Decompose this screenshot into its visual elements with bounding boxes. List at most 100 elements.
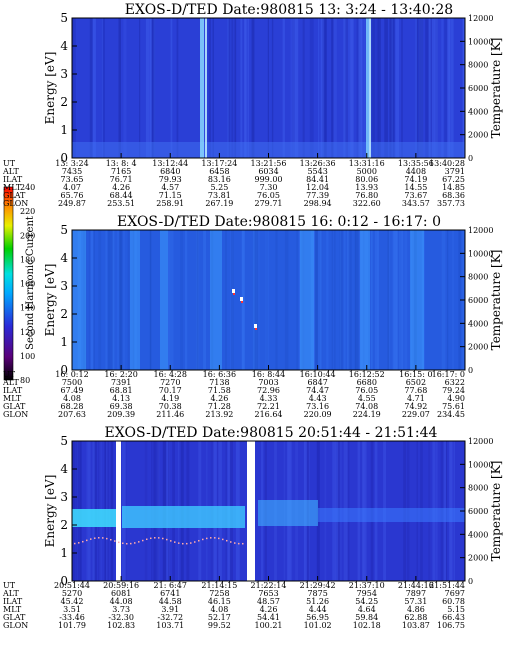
intensity-spot-core (255, 328, 257, 330)
table-cell: 7875 (307, 589, 327, 598)
heatmap-stripe (119, 230, 121, 370)
y-tick-label: 2 (60, 307, 68, 321)
table-cell: 6034 (258, 167, 278, 176)
panel-2: EXOS-D/TED Date:980815 16: 0:12 - 16:17:… (2, 214, 503, 419)
intensity-spot (240, 297, 243, 301)
y2-tick-label: 6000 (468, 84, 488, 93)
heatmap-stripe (275, 230, 278, 370)
y2-tick-label: 8000 (468, 61, 488, 70)
heatmap-stripe (392, 230, 396, 370)
y-tick-label: 0 (60, 363, 68, 377)
temperature-dot (186, 542, 188, 545)
temperature-dot (214, 537, 216, 539)
y2-tick-label: 6000 (468, 507, 488, 516)
colorbar-tick-label: 160 (20, 280, 35, 289)
y-tick-label: 5 (60, 223, 68, 237)
y2-tick-label: 0 (468, 154, 473, 163)
y2-axis-label: Temperature [K] (489, 461, 503, 562)
heatmap-stripe (267, 18, 269, 158)
table-cell: 103.71 (156, 621, 184, 630)
heatmap-stripe (169, 230, 174, 370)
table-cell: 7258 (209, 589, 229, 598)
table-row-label: UT (3, 159, 16, 168)
table-cell: 999.00 (255, 175, 283, 184)
table-cell: 45.42 (61, 597, 84, 606)
heatmap-stripe (292, 18, 296, 158)
heatmap-stripe (322, 18, 327, 158)
table-cell: 4408 (406, 167, 426, 176)
heatmap-stripe (317, 230, 321, 370)
intensity-spot-core (233, 293, 235, 295)
temperature-dot (106, 537, 108, 540)
panel-3: EXOS-D/TED Date:980815 20:51:44 - 21:51:… (2, 425, 503, 630)
table-cell: 249.87 (58, 199, 86, 208)
heatmap-stripe (266, 230, 268, 370)
y2-tick-label: 12000 (468, 14, 493, 23)
heatmap-stripe (434, 18, 438, 158)
heatmap-stripe (180, 230, 184, 370)
intensity-spot (254, 324, 257, 328)
heatmap-stripe (176, 18, 179, 158)
table-cell: 21:29:42 (300, 581, 336, 590)
table-cell: 46.15 (208, 597, 231, 606)
table-cell: 7138 (209, 378, 229, 387)
table-cell: 69.38 (110, 402, 133, 411)
table-cell: 7697 (445, 589, 465, 598)
table-cell: 13:35:56 (398, 159, 434, 168)
table-cell: -32.72 (157, 613, 183, 622)
table-cell: 267.19 (205, 199, 233, 208)
y2-tick-label: 10000 (468, 37, 493, 46)
table-cell: 52.17 (208, 613, 231, 622)
temperature-dot (90, 538, 92, 540)
temperature-dot (94, 537, 96, 539)
heatmap-stripe (102, 18, 105, 158)
y-tick-label: 4 (60, 251, 68, 265)
heatmap-stripe (127, 230, 130, 370)
heatmap-stripe (447, 18, 450, 158)
heatmap-stripe (401, 18, 403, 158)
y-tick-label: 4 (60, 39, 68, 53)
heatmap-stripe (370, 230, 373, 370)
heatmap-stripe (399, 230, 401, 370)
table-cell: 70.38 (159, 402, 182, 411)
table-cell: 343.57 (402, 199, 430, 208)
heatmap-stripe (363, 18, 366, 158)
table-row-label: ALT (2, 589, 19, 598)
heatmap-stripe (320, 230, 322, 370)
heatmap-stripe (425, 18, 429, 158)
temperature-dot (110, 538, 112, 541)
heatmap-stripe (225, 230, 227, 370)
heatmap-stripe (333, 230, 336, 370)
table-cell: 101.02 (304, 621, 332, 630)
y-axis-label: Energy [eV] (43, 475, 57, 548)
heatmap-stripe (282, 18, 285, 158)
heatmap-stripe (103, 18, 105, 158)
temperature-dot (102, 537, 104, 539)
temperature-dot (134, 542, 136, 544)
table-cell: 48.57 (257, 597, 280, 606)
table-cell: 16:15: 0 (399, 370, 432, 379)
temperature-dot (74, 542, 76, 545)
y2-tick-label: 2000 (468, 131, 488, 140)
table-cell: 279.71 (255, 199, 283, 208)
table-cell: 16:10:44 (300, 370, 336, 379)
heatmap-stripe (333, 18, 337, 158)
table-cell: 106.75 (437, 621, 465, 630)
temperature-dot (122, 542, 124, 545)
y-tick-label: 5 (60, 434, 68, 448)
table-cell: 6840 (160, 167, 180, 176)
temperature-dot (118, 541, 120, 544)
table-cell: 16:17: 0 (432, 370, 465, 379)
heatmap-stripe (375, 18, 379, 158)
table-cell: 51.26 (306, 597, 329, 606)
temperature-dot (182, 542, 184, 545)
table-cell: 7435 (62, 167, 82, 176)
table-cell: 54.41 (257, 613, 280, 622)
table-row-label: MLT (3, 183, 22, 192)
table-cell: 79.24 (442, 386, 465, 395)
table-cell: 21: 6:47 (154, 581, 187, 590)
table-cell: 102.18 (353, 621, 381, 630)
table-cell: 4.55 (358, 394, 376, 403)
y2-tick-label: 12000 (468, 437, 493, 446)
